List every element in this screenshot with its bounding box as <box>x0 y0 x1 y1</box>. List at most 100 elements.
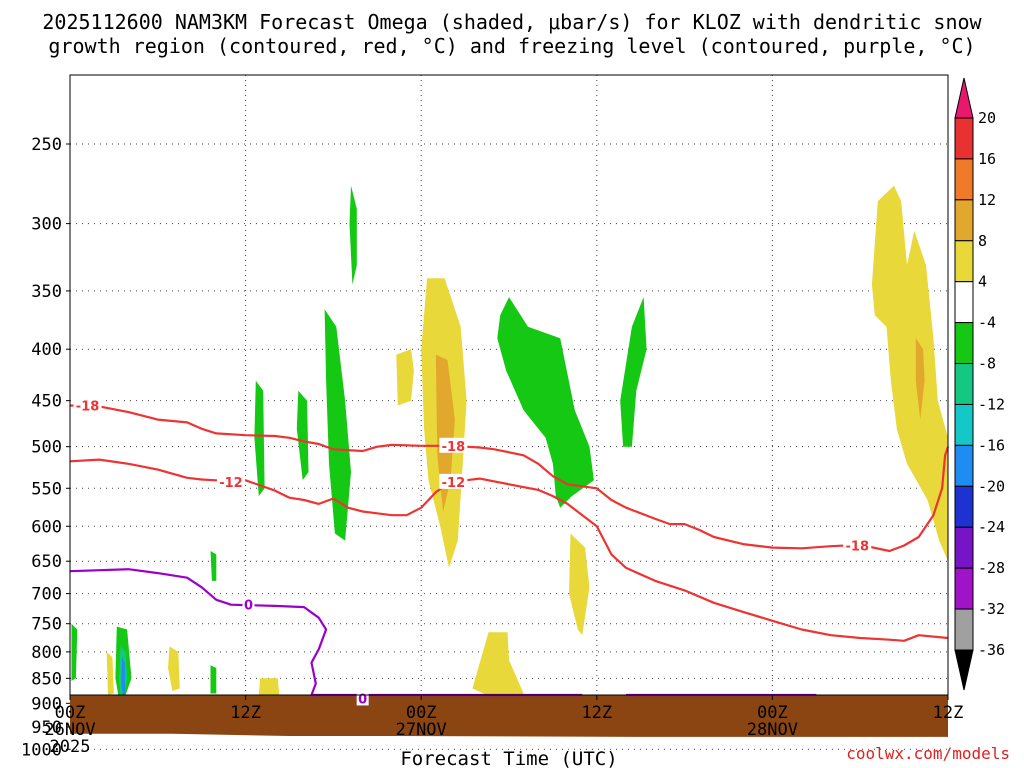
y-tick-label: 450 <box>31 392 62 412</box>
colorbar-segment <box>954 526 974 569</box>
x-tick-label: 27NOV <box>396 720 447 740</box>
y-tick-label: 1000 <box>21 740 62 760</box>
omega-shaded-region <box>71 623 78 681</box>
x-tick-label: 12Z <box>933 703 964 723</box>
omega-shaded-regions <box>71 185 948 695</box>
chart-title-line-2: growth region (contoured, red, °C) and f… <box>48 34 975 58</box>
plot-frame <box>69 74 949 696</box>
colorbar-tick-label: -12 <box>978 395 1005 413</box>
omega-shaded-region <box>871 185 948 562</box>
colorbar-tick-label: 8 <box>978 232 987 250</box>
x-tick-label: 26NOV <box>44 720 95 740</box>
colorbar-segment <box>954 485 974 528</box>
colorbar-tick-label: 20 <box>978 109 996 127</box>
colorbar-segment <box>954 240 974 283</box>
omega-shaded-region <box>258 678 280 695</box>
colorbar-segment <box>954 608 974 651</box>
y-tick-label: 850 <box>31 669 62 689</box>
colorbar-segment <box>954 281 974 324</box>
terrain-region <box>70 695 948 737</box>
omega-shaded-region <box>324 309 351 541</box>
contour-label: -18 <box>846 539 870 554</box>
terrain-fill <box>70 695 948 737</box>
y-tick-label: 600 <box>31 517 62 537</box>
omega-shaded-region <box>349 185 357 285</box>
omega-shaded-region <box>396 349 414 406</box>
y-tick-label: 550 <box>31 479 62 499</box>
colorbar-segment <box>954 117 974 160</box>
y-tick-label: 350 <box>31 282 62 302</box>
colorbar-tick-label: -28 <box>978 559 1005 577</box>
colorbar-segment <box>954 322 974 365</box>
x-tick-label: 00Z <box>757 703 788 723</box>
contour-label-background <box>356 690 369 706</box>
colorbar-segment <box>954 403 974 446</box>
colorbar-tick-label: -4 <box>978 314 996 332</box>
y-tick-label: 950 <box>31 718 62 738</box>
plot-background <box>70 75 948 695</box>
y-tick-label: 650 <box>31 552 62 572</box>
colorbar-tick-label: 4 <box>978 273 987 291</box>
contour-label: 0 <box>244 599 253 614</box>
y-tick-label: 750 <box>31 615 62 635</box>
omega-shaded-region <box>435 354 455 512</box>
omega-shaded-region <box>121 657 125 695</box>
x-tick-label: 00Z <box>406 703 437 723</box>
colorbar-tick-label: -36 <box>978 641 1005 659</box>
contour-label-background <box>843 537 872 553</box>
colorbar-tick-label: -8 <box>978 355 996 373</box>
omega-shaded-region <box>915 338 925 420</box>
omega-shaded-region <box>569 533 590 636</box>
x-tick-label: 2025 <box>50 737 91 757</box>
colorbar-tick-label: -20 <box>978 477 1005 495</box>
colorbar: 20 16 12 8 4 -4 -8 -12 -16 -20 -24 -28 -32 -36 <box>954 77 1005 691</box>
omega-shaded-region <box>296 390 309 481</box>
colorbar-tick-label: -16 <box>978 436 1005 454</box>
y-tick-label: 300 <box>31 215 62 235</box>
omega-shaded-region <box>254 380 265 497</box>
x-tick-label: 28NOV <box>747 720 798 740</box>
plot-area: -18 -18 -18 -12 -12 0 0 <box>69 74 950 750</box>
x-tick-label: 00Z <box>55 703 86 723</box>
colorbar-segment <box>954 444 974 487</box>
x-tick-label: 12Z <box>581 703 612 723</box>
omega-shaded-region <box>168 646 180 691</box>
omega-shaded-region <box>210 665 217 694</box>
contour-label-background <box>73 397 102 413</box>
credit-link[interactable]: coolwx.com/models <box>846 744 1010 763</box>
colorbar-segment <box>954 363 974 405</box>
contour-label-background <box>216 473 245 489</box>
x-axis-label: Forecast Time (UTC) <box>400 748 617 768</box>
colorbar-tick-label: 12 <box>978 191 996 209</box>
x-tick-label: 12Z <box>230 703 261 723</box>
colorbar-top-arrow <box>954 77 974 119</box>
omega-shaded-region <box>106 651 114 695</box>
y-tick-label: 250 <box>31 135 62 155</box>
colorbar-segment <box>954 158 974 201</box>
y-tick-label: 700 <box>31 585 62 605</box>
colorbar-tick-label: -32 <box>978 600 1005 618</box>
colorbar-bottom-arrow <box>954 649 974 691</box>
y-tick-label: 400 <box>31 340 62 360</box>
contour-label: -12 <box>442 476 466 491</box>
contour-label-background <box>439 473 468 489</box>
colorbar-tick-label: 16 <box>978 150 996 168</box>
omega-shaded-region <box>620 297 647 447</box>
colorbar-tick-label: -24 <box>978 518 1005 536</box>
contour-label: -18 <box>442 440 466 455</box>
contour-label-background <box>242 596 255 612</box>
y-tick-label: 500 <box>31 438 62 458</box>
contour-label: -18 <box>76 399 100 414</box>
y-tick-label: 800 <box>31 643 62 663</box>
y-axis-ticks: 250 300 350 400 450 500 550 600 650 700 750 800 850 9… <box>21 135 70 760</box>
contour-label: 0 <box>358 692 367 707</box>
contour-label-background <box>439 437 468 453</box>
omega-shaded-region <box>210 551 217 581</box>
y-tick-label: 900 <box>31 694 62 714</box>
colorbar-segment <box>954 567 974 610</box>
colorbar-segment <box>954 199 974 242</box>
omega-shaded-region <box>497 297 594 508</box>
omega-shaded-region <box>472 632 524 695</box>
